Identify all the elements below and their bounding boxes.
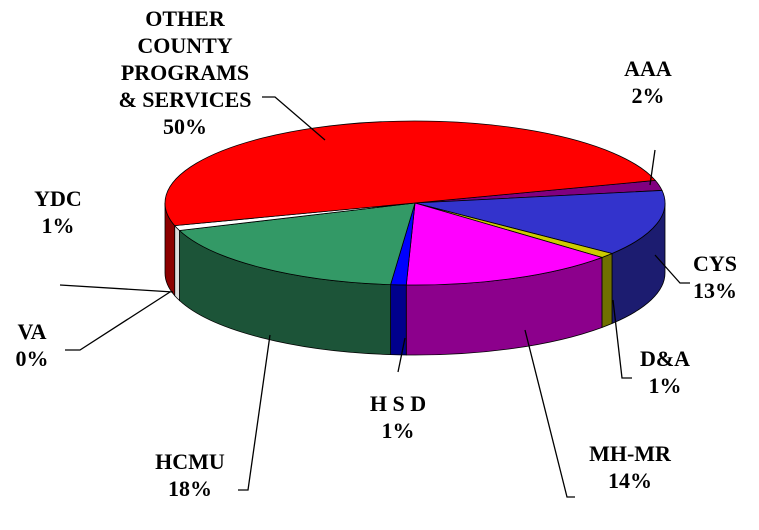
- category-name: CYS: [692, 251, 737, 276]
- leader-line: [654, 254, 690, 284]
- category-name: YDC: [34, 186, 82, 211]
- percent-label: 0%: [15, 346, 49, 371]
- percent-label: 1%: [41, 213, 75, 238]
- slice: [414, 190, 666, 254]
- pie-sides: [164, 202, 666, 356]
- category-name: D&A: [639, 346, 691, 371]
- leader-line: [262, 96, 326, 141]
- slice-label: HCMU 18%: [140, 448, 240, 502]
- leader-line: [612, 299, 632, 379]
- leader-line: [59, 284, 174, 293]
- slice: [178, 202, 416, 286]
- percent-label: 14%: [608, 468, 652, 493]
- slice-label: CYS 13%: [675, 250, 755, 304]
- leader-line: [649, 149, 656, 186]
- percent-label: 1%: [381, 418, 415, 443]
- category-name: H S D: [369, 391, 427, 416]
- slice-label: YDC 1%: [23, 185, 93, 239]
- pie-tops: [164, 120, 666, 286]
- leader-lines: [59, 96, 690, 498]
- category-name: OTHER COUNTY PROGRAMS & SERVICES: [118, 6, 252, 112]
- slice-side: [601, 252, 613, 329]
- percent-label: 13%: [693, 278, 737, 303]
- slice-side: [174, 224, 180, 302]
- percent-label: 1%: [648, 373, 682, 398]
- slice-label: VA 0%: [2, 318, 62, 372]
- leader-line: [65, 291, 171, 351]
- category-name: VA: [17, 319, 47, 344]
- slice-label: MH-MR 14%: [580, 440, 680, 494]
- leader-line: [524, 329, 575, 498]
- slice: [164, 120, 657, 227]
- slice-label: D&A 1%: [625, 345, 705, 399]
- percent-label: 50%: [163, 114, 207, 139]
- leader-line: [238, 334, 271, 491]
- category-name: MH-MR: [589, 441, 671, 466]
- category-name: AAA: [624, 56, 672, 81]
- percent-label: 2%: [631, 83, 665, 108]
- slice-label: H S D 1%: [353, 390, 443, 444]
- slice-label: OTHER COUNTY PROGRAMS & SERVICES 50%: [111, 5, 259, 140]
- slice: [405, 202, 604, 286]
- percent-label: 18%: [168, 476, 212, 501]
- leader-line: [397, 337, 406, 373]
- category-name: HCMU: [155, 449, 225, 474]
- slice-label: AAA 2%: [608, 55, 688, 109]
